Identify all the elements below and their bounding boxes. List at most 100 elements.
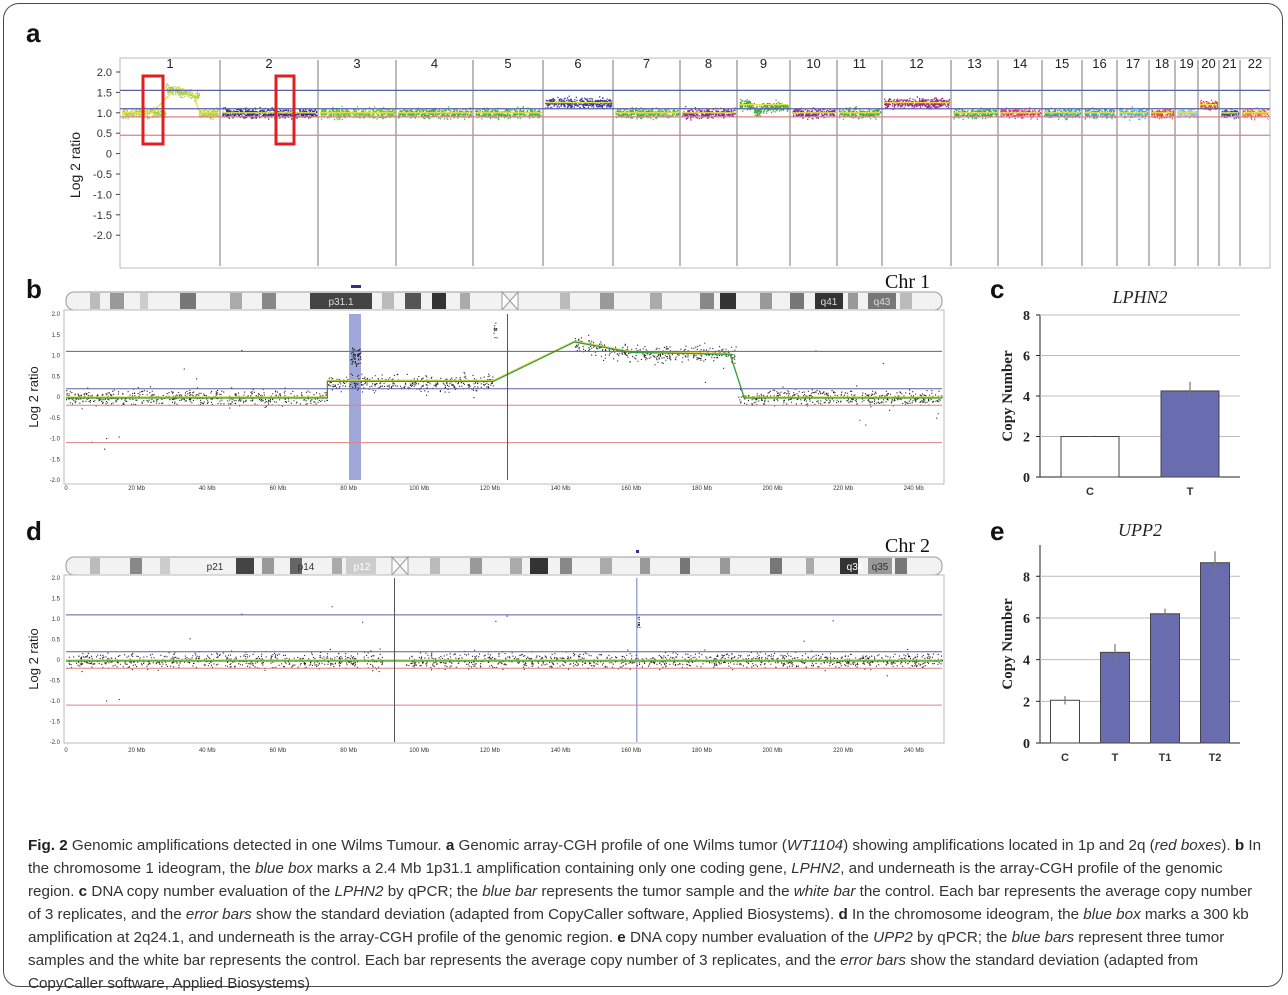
ideogram-band [432, 293, 446, 309]
caption-part-text: represent three tumor samples and the wh… [28, 929, 1225, 969]
ideogram-band [720, 293, 736, 309]
ideogram-band [530, 558, 548, 574]
panel-a-ylabel: Log 2 ratio [67, 132, 83, 198]
caption-part-italic: error bars [840, 952, 906, 969]
a-ytick-label: 1.0 [97, 108, 112, 120]
caption-part-text: the control. Each bar represents the ave… [28, 883, 1253, 923]
caption-part-text: show the standard deviation (adapted fro… [28, 952, 1199, 992]
profile-xtick-label: 120 Mb [480, 748, 501, 754]
caption-part-italic: blue bars [1011, 929, 1075, 946]
bar-category-label: T1 [1159, 752, 1172, 764]
ideogram-band [290, 558, 302, 574]
bar-category-label: T [1112, 752, 1119, 764]
profile-xtick-label: 240 Mb [904, 486, 925, 492]
profile-ytick-label: 2.0 [52, 576, 61, 582]
a-chromosome-dots [739, 98, 789, 117]
profile-ytick-label: -1.0 [50, 437, 61, 443]
ideogram-band-label: p31.1 [328, 297, 353, 308]
panel-label-c: c [990, 274, 1004, 304]
panel-label-b: b [26, 274, 42, 304]
panel-d-ylabel: Log 2 ratio [26, 628, 41, 689]
a-chromosome-dots [884, 96, 950, 110]
a-amplification-box-1p [141, 74, 165, 146]
panel-label-e: e [990, 516, 1004, 546]
a-ytick-label: -1.5 [93, 210, 112, 222]
a-chromosome-label: 22 [1248, 56, 1262, 71]
profile-xtick-label: 180 Mb [692, 486, 713, 492]
profile-ytick-label: -2.0 [50, 740, 61, 746]
profile-xtick-label: 200 Mb [762, 748, 783, 754]
panel-a-genome-profile: 2.0 1.5 1.0 0.5 0 -0.5 -1.0 -1.5 -2.0 Log 2 rati… [67, 56, 1271, 269]
ideogram-band [510, 558, 522, 574]
a-chromosome-dots [953, 107, 998, 120]
caption-fig-label: Fig. 2 [28, 837, 68, 854]
profile-xtick-label: 160 Mb [621, 748, 642, 754]
caption-part-text: marks a 300 kb amplification at 2q24.1, … [28, 906, 1249, 946]
caption-part-label: a [445, 837, 455, 854]
a-chromosome-dots [1151, 108, 1175, 120]
a-chromosome-label: 1 [166, 56, 173, 71]
ideogram-band [900, 293, 912, 309]
a-ytick-label: -1.0 [93, 189, 112, 201]
profile-ytick-label: -0.5 [50, 416, 61, 422]
caption-part-text: represents the tumor sample and the [537, 883, 794, 900]
bar-chart-ytick-label: 2 [1023, 431, 1030, 446]
caption-part-text: ) showing amplifications located in 1p a… [843, 837, 1155, 854]
ideogram-band [650, 293, 662, 309]
bar-chart-ytick-label: 0 [1023, 471, 1030, 486]
profile-xtick-label: 140 Mb [551, 748, 572, 754]
bar-C [1060, 436, 1120, 478]
bar-chart-title: UPP2 [1118, 520, 1162, 540]
a-chromosome-label: 17 [1126, 56, 1140, 71]
caption-part-text: DNA copy number evaluation of the [87, 883, 335, 900]
profile-ytick-label: 1.0 [52, 354, 61, 360]
panel-b-chr1-profile: p31.1 q41 q43 Chr 1 2.0 1.5 1.0 0.5 0 -0.5 -1.0 -… [26, 271, 945, 492]
profile-xtick-label: 40 Mb [199, 486, 216, 492]
ideogram-band [760, 293, 772, 309]
ideogram-band-label: p21 [207, 562, 224, 573]
ideogram-band [815, 293, 843, 309]
caption-body: a Genomic array-CGH profile of one Wilms… [28, 837, 1261, 992]
a-chromosome-label: 16 [1092, 56, 1106, 71]
caption-part-italic: blue box [1083, 906, 1141, 923]
a-ytick-label: -0.5 [93, 169, 112, 181]
ideogram-band [790, 293, 804, 309]
a-chromosome-label: 19 [1179, 56, 1193, 71]
caption-part-label: c [78, 883, 88, 900]
profile-xtick-label: 140 Mb [551, 486, 572, 492]
profile-xtick-label: 180 Mb [692, 748, 713, 754]
profile-xtick-label: 220 Mb [833, 486, 854, 492]
a-chromosome-label: 10 [806, 56, 820, 71]
ideogram-band [560, 293, 570, 309]
bar-chart-ytick-label: 4 [1023, 654, 1030, 669]
bar-category-label: C [1086, 486, 1094, 498]
profile-ytick-label: 0.5 [52, 638, 61, 644]
profile-xtick-label: 80 Mb [340, 748, 357, 754]
a-chromosome-dots [1221, 108, 1240, 120]
profile-spike-points [350, 347, 362, 367]
caption-part-text: marks a 2.4 Mb 1p31.1 amplification cont… [312, 860, 792, 877]
panel-label-a: a [26, 18, 41, 48]
ideogram-band [840, 558, 858, 574]
caption-part-italic: blue bar [482, 883, 538, 900]
a-chromosome-dots [1044, 107, 1082, 121]
bar-T [1160, 390, 1220, 478]
profile-ytick-label: 0 [57, 395, 61, 401]
ideogram-band [346, 558, 376, 574]
ideogram-band [806, 558, 814, 574]
ideogram-band [110, 293, 124, 309]
ideogram-band [262, 558, 274, 574]
ideogram-band-label: q41 [821, 297, 838, 308]
a-chromosome-label: 9 [760, 56, 767, 71]
ideogram-band [770, 558, 782, 574]
profile-ytick-label: 2.0 [52, 312, 61, 318]
profile-xtick-label: 100 Mb [409, 748, 430, 754]
bar-chart-ytick-label: 2 [1023, 695, 1030, 710]
a-chromosome-dots [545, 95, 613, 110]
caption-title: Genomic amplifications detected in one W… [71, 837, 442, 854]
ideogram-band [90, 558, 100, 574]
a-ytick-label: 2.0 [97, 67, 112, 79]
a-chromosome-label: 18 [1155, 56, 1169, 71]
profile-xtick-label: 0 [64, 486, 68, 492]
bar-T [1100, 651, 1130, 744]
